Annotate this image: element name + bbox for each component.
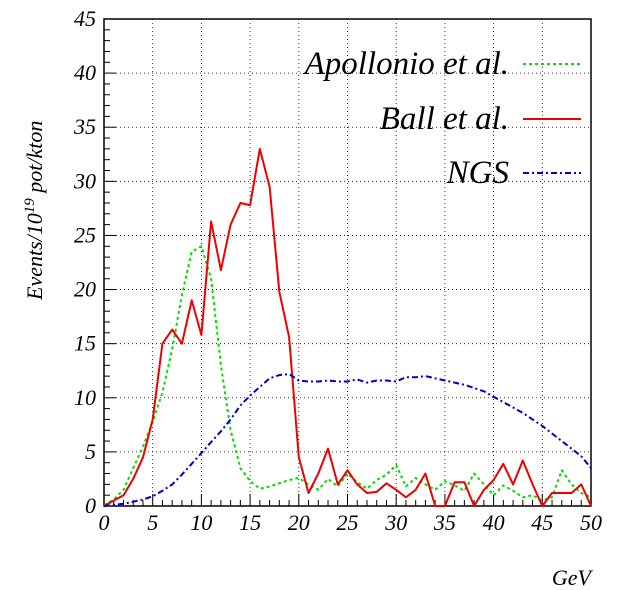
legend: Apollonio et al. Ball et al. NGS	[303, 46, 581, 191]
y-tick-label: 30	[73, 168, 96, 193]
legend-label-2: NGS	[446, 155, 509, 191]
y-axis-label: Events/1019 pot/kton	[22, 121, 47, 301]
plot-frame	[103, 18, 592, 507]
x-tick-label: 35	[433, 510, 456, 535]
y-tick-label: 10	[74, 385, 96, 410]
series-line-2	[103, 373, 592, 507]
y-axis-label-main: Events/10	[22, 213, 47, 301]
y-tick-label: 40	[74, 60, 96, 85]
x-tick-label: 10	[190, 510, 212, 535]
y-tick-label: 5	[85, 439, 96, 464]
y-tick-label: 35	[73, 114, 96, 139]
y-tick-label: 25	[74, 222, 96, 247]
axis-ticks	[103, 18, 592, 507]
x-tick-label: 5	[147, 510, 158, 535]
x-tick-label: 30	[384, 510, 407, 535]
y-axis-label-rest: pot/kton	[22, 121, 47, 199]
x-tick-label: 0	[99, 510, 110, 535]
y-tick-label: 20	[74, 277, 96, 302]
y-tick-label: 45	[74, 6, 96, 31]
y-tick-label: 15	[74, 331, 96, 356]
x-tick-label: 25	[337, 510, 359, 535]
y-tick-label: 0	[85, 493, 96, 518]
legend-label-1: Ball et al.	[380, 101, 509, 137]
grid	[104, 19, 591, 506]
x-tick-label: 45	[531, 510, 553, 535]
x-tick-labels: 0 5 10 15 20 25 30 35 40 45 50	[99, 510, 603, 535]
legend-label-0: Apollonio et al.	[303, 46, 509, 82]
x-tick-label: 20	[288, 510, 310, 535]
x-tick-label: 50	[580, 510, 602, 535]
y-axis-label-exponent: 19	[22, 198, 38, 214]
y-tick-labels: 0 5 10 15 20 25 30 35 40 45	[73, 6, 96, 518]
x-axis-label: GeV	[552, 565, 594, 590]
series-lines	[103, 147, 592, 507]
x-tick-label: 15	[239, 510, 261, 535]
x-tick-label: 40	[483, 510, 505, 535]
series-line-1	[103, 147, 592, 507]
